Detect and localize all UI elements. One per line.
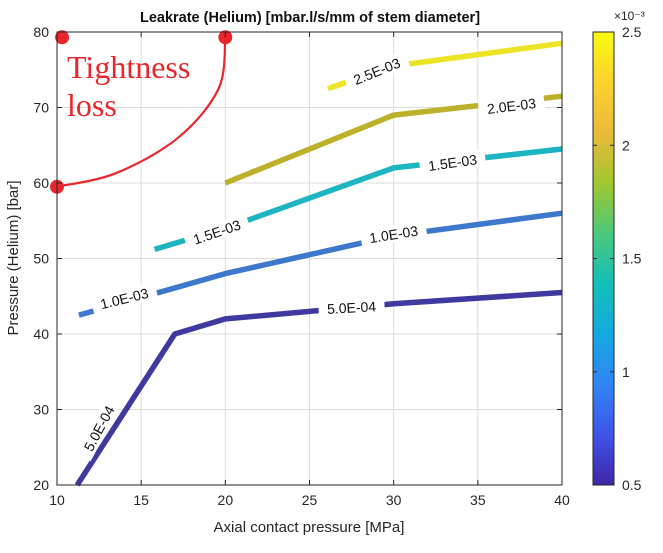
contour-label-bg <box>418 149 487 176</box>
annotation-text-line1: Tightness <box>67 49 190 85</box>
annotation-text-line2: loss <box>67 87 117 123</box>
y-tick-label: 20 <box>33 477 49 493</box>
x-tick-label: 30 <box>386 492 402 508</box>
y-tick-label: 40 <box>33 326 49 342</box>
colorbar-tick-label: 1 <box>622 364 630 380</box>
contour-label-text: 2.0E-03 <box>486 95 537 117</box>
contour-label-bg <box>182 212 251 251</box>
contour-label-bg <box>477 93 546 118</box>
x-tick-label: 35 <box>470 492 486 508</box>
x-axis-label: Axial contact pressure [MPa] <box>214 519 405 536</box>
colorbar-ticks: 0.5 1 1.5 2 2.5 <box>593 24 642 493</box>
y-tick-label: 80 <box>33 24 49 40</box>
colorbar-tick-label: 1.5 <box>622 251 642 267</box>
contour-label-text: 1.0E-03 <box>368 223 419 247</box>
x-tick-label: 20 <box>218 492 234 508</box>
x-tick-label: 25 <box>302 492 318 508</box>
x-tick-label: 40 <box>554 492 570 508</box>
contour-label-bg <box>359 220 428 248</box>
annotation-arc <box>56 37 227 188</box>
colorbar-multiplier: ×10⁻³ <box>614 9 645 23</box>
contour-label-bg <box>90 281 159 315</box>
colorbar-tick-label: 0.5 <box>622 477 642 493</box>
contour-label: 2.0E-03 <box>477 93 546 118</box>
annotation-marker <box>218 30 233 45</box>
contour-label-bg <box>342 50 411 92</box>
contour-line <box>74 289 563 487</box>
colorbar-tick-label: 2.5 <box>622 24 642 40</box>
contour-label-text: 1.5E-03 <box>427 151 478 174</box>
tick-layer: 10 15 20 25 30 35 40 20 30 40 50 60 70 80 <box>33 24 570 508</box>
contour-label: 1.0E-03 <box>359 220 428 248</box>
chart-title: Leakrate (Helium) [mbar.l/s/mm of stem d… <box>140 10 480 26</box>
contour-label-text: 5.0E-04 <box>327 298 377 317</box>
colorbar-tick-label: 2 <box>622 137 630 153</box>
annotation-marker <box>55 30 70 45</box>
x-tick-label: 15 <box>133 492 149 508</box>
y-axis-label: Pressure (Helium) [bar] <box>5 180 22 335</box>
contour-label-bg <box>318 296 385 318</box>
y-tick-label: 50 <box>33 251 49 267</box>
annotation-layer: Tightness loss <box>50 30 233 194</box>
contour-label: 5.0E-04 <box>318 296 385 318</box>
x-tick-label: 10 <box>49 492 65 508</box>
y-tick-label: 60 <box>33 175 49 191</box>
contour-label-bg <box>75 395 122 462</box>
y-tick-label: 30 <box>33 402 49 418</box>
y-tick-label: 70 <box>33 100 49 116</box>
contour-label: 1.5E-03 <box>418 149 487 176</box>
